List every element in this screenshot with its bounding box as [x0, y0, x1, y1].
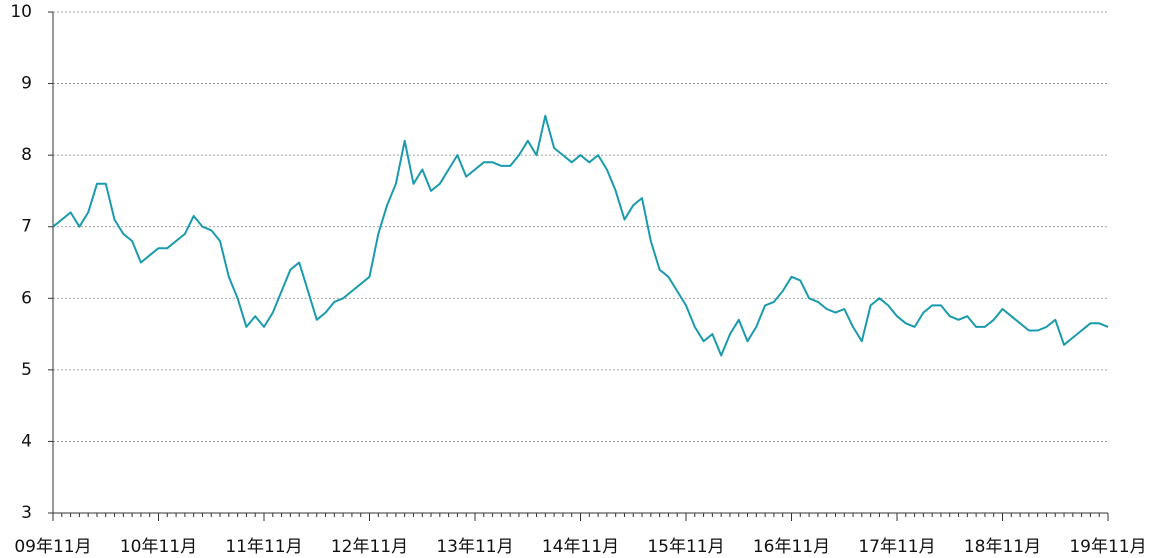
x-tick-label: 14年11月: [542, 537, 619, 557]
y-tick-label: 5: [21, 360, 32, 380]
y-tick-label: 10: [10, 2, 32, 22]
y-tick-label: 8: [21, 145, 32, 165]
x-tick-label: 16年11月: [753, 537, 830, 557]
y-tick-label: 3: [21, 503, 32, 523]
y-tick-label: 6: [21, 288, 32, 308]
x-tick-label: 12年11月: [331, 537, 408, 557]
y-tick-label: 9: [21, 74, 32, 94]
line-series: [52, 114, 1109, 357]
x-tick-label: 17年11月: [858, 537, 935, 557]
y-tick-label: 7: [21, 217, 32, 237]
x-tick-label: 10年11月: [120, 537, 197, 557]
x-tick-label: 13年11月: [436, 537, 513, 557]
x-tick-label: 19年11月: [1069, 537, 1146, 557]
y-tick-label: 4: [21, 431, 32, 451]
x-tick-label: 09年11月: [14, 537, 91, 557]
x-tick-label: 11年11月: [225, 537, 302, 557]
x-tick-label: 18年11月: [964, 537, 1041, 557]
x-tick-label: 15年11月: [647, 537, 724, 557]
